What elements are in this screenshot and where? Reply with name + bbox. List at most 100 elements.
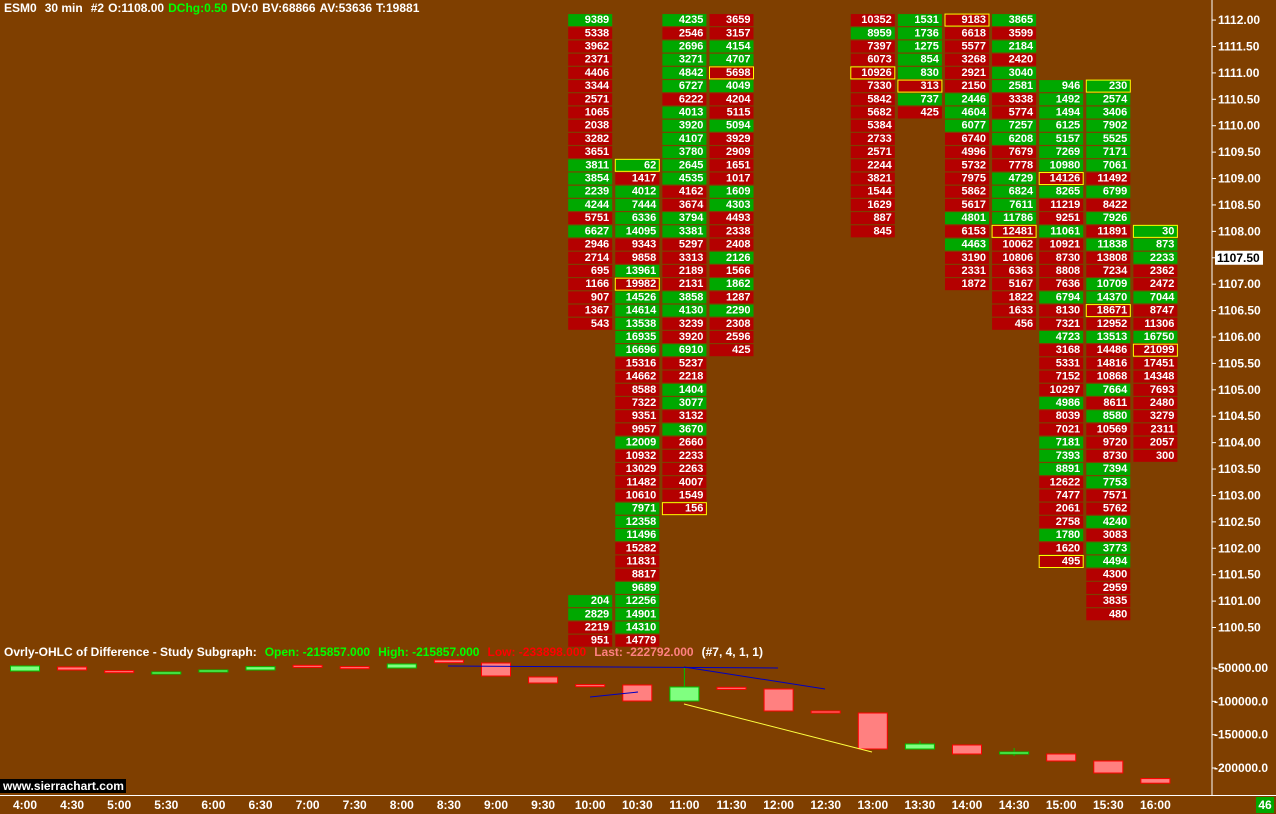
volume-value: 1633	[1009, 305, 1033, 317]
volume-cell	[662, 119, 707, 132]
volume-cell	[614, 277, 660, 291]
volume-value: 10297	[1050, 384, 1081, 396]
volume-cell	[992, 66, 1037, 79]
volume-value: 13538	[626, 318, 657, 330]
volume-cell	[1085, 79, 1131, 93]
volume-value: 1609	[726, 186, 750, 198]
volume-value: 6824	[1009, 186, 1034, 198]
y-tick-label: 1105.00	[1218, 383, 1261, 397]
candle-body	[1093, 760, 1124, 774]
study-legend: Ovrly-OHLC of Difference - Study Subgrap…	[4, 645, 763, 659]
volume-value: 830	[921, 67, 939, 79]
volume-value: 7693	[1150, 384, 1174, 396]
volume-value: 887	[873, 212, 891, 224]
volume-value: 14662	[626, 371, 657, 383]
volume-value: 2290	[726, 305, 750, 317]
volume-cell	[568, 185, 613, 198]
volume-cell	[1132, 343, 1178, 357]
volume-cell	[568, 40, 613, 53]
symbol: ESM0	[4, 1, 37, 15]
volume-value: 2263	[679, 463, 703, 475]
volume-value: 3239	[679, 318, 703, 330]
volume-value: 230	[1109, 80, 1127, 92]
volume-value: 1549	[679, 489, 703, 501]
y-tick-label: -200000.0	[1214, 761, 1268, 775]
badge: 46	[1258, 798, 1272, 812]
volume-value: 2057	[1150, 437, 1174, 449]
volume-value: 3381	[679, 225, 703, 237]
volume-value: 2758	[1056, 516, 1080, 528]
volume-cell	[1039, 212, 1084, 225]
volume-value: 16750	[1144, 331, 1175, 343]
x-tick-label: 14:00	[952, 798, 983, 812]
volume-cell	[615, 489, 660, 502]
volume-value: 11306	[1144, 318, 1174, 330]
candle-body	[151, 671, 182, 675]
volume-value: 2218	[679, 371, 703, 383]
volume-value: 11786	[1003, 212, 1033, 224]
volume-cell	[897, 40, 942, 53]
volume-value: 9251	[1056, 212, 1080, 224]
volume-cell	[568, 238, 613, 251]
volume-cell	[1039, 436, 1084, 449]
volume-cell	[615, 291, 660, 304]
header: ESM0 30 min #2 O:1108.00 DChg:0.50 DV:0 BV:688…	[4, 1, 420, 15]
volume-cell	[1086, 93, 1131, 106]
volume-cell	[709, 304, 754, 317]
volume-cell	[662, 449, 707, 462]
volume-value: 2596	[726, 331, 750, 343]
volume-value: 480	[1109, 608, 1127, 620]
volume-value: 5577	[962, 40, 986, 52]
candle-body	[339, 666, 370, 670]
volume-cell	[992, 40, 1037, 53]
volume-cell	[615, 463, 660, 476]
volume-cell	[945, 93, 989, 106]
volume-cell	[1133, 410, 1178, 423]
volume-value: 11061	[1050, 225, 1080, 237]
x-tick-label: 13:00	[857, 798, 888, 812]
volume-cell	[992, 212, 1037, 225]
volume-value: 17451	[1144, 357, 1175, 369]
volume-cell	[1086, 529, 1131, 542]
volume-value: 1544	[867, 186, 892, 198]
volume-value: 2645	[679, 159, 703, 171]
volume-cell	[709, 317, 754, 330]
volume-value: 4729	[1009, 173, 1033, 185]
volume-cell	[1039, 463, 1084, 476]
volume-value: 4240	[1103, 516, 1127, 528]
volume-cell	[662, 66, 707, 79]
volume-cell	[662, 159, 707, 172]
volume-value: 3854	[585, 173, 610, 185]
volume-value: 6077	[962, 120, 986, 132]
volume-value: 907	[591, 291, 609, 303]
volume-value: 8730	[1103, 450, 1127, 462]
volume-cell	[1039, 515, 1084, 528]
volume-value: 5297	[679, 239, 703, 251]
volume-cell	[615, 185, 660, 198]
volume-value: 5157	[1056, 133, 1080, 145]
x-tick-label: 9:30	[531, 798, 555, 812]
volume-value: 2362	[1150, 265, 1174, 277]
volume-value: 30	[1162, 225, 1174, 237]
trendline	[683, 666, 826, 690]
volume-value: 3077	[679, 397, 703, 409]
volume-value: 3268	[962, 54, 986, 66]
candle-body	[575, 684, 606, 688]
volume-value: 8422	[1103, 199, 1127, 211]
volume-value: 2038	[585, 120, 609, 132]
y-tick-label: 1108.00	[1218, 224, 1261, 238]
volume-value: 5682	[867, 107, 891, 119]
volume-value: 12481	[1003, 225, 1034, 237]
volume-value: 4493	[726, 212, 750, 224]
y-tick-label: 1109.50	[1218, 145, 1261, 159]
volume-cell	[662, 80, 707, 93]
volume-cell	[662, 291, 707, 304]
volume-cell	[850, 132, 895, 145]
volume-cell	[945, 53, 989, 66]
volume-cell	[1039, 476, 1084, 489]
volume-value: 695	[591, 265, 609, 277]
y-tick-label: 1100.50	[1218, 621, 1261, 635]
volume-value: 1862	[726, 278, 750, 290]
volume-value: 12358	[626, 516, 657, 528]
volume-cell	[568, 172, 613, 185]
